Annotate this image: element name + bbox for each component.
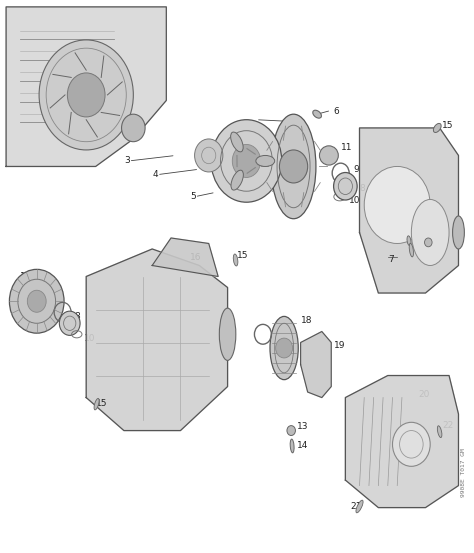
Text: 16: 16	[190, 253, 201, 262]
Text: 14: 14	[297, 441, 309, 451]
Circle shape	[287, 426, 295, 436]
Ellipse shape	[356, 500, 363, 513]
Text: 7: 7	[388, 255, 393, 264]
Circle shape	[425, 238, 432, 247]
Polygon shape	[359, 128, 458, 293]
Polygon shape	[346, 375, 458, 508]
Polygon shape	[86, 249, 228, 431]
Text: 5: 5	[190, 192, 196, 201]
Ellipse shape	[313, 110, 321, 118]
Polygon shape	[6, 7, 166, 166]
Ellipse shape	[453, 216, 465, 249]
Text: 13: 13	[416, 236, 428, 245]
Polygon shape	[301, 331, 331, 398]
Text: 8: 8	[74, 312, 80, 321]
Ellipse shape	[290, 439, 294, 453]
Circle shape	[59, 311, 80, 335]
Ellipse shape	[411, 200, 449, 265]
Text: 1: 1	[289, 117, 294, 126]
Ellipse shape	[231, 132, 243, 152]
Circle shape	[211, 119, 282, 202]
Ellipse shape	[319, 146, 338, 165]
Circle shape	[279, 150, 308, 183]
Ellipse shape	[271, 114, 316, 219]
Circle shape	[9, 269, 64, 333]
Ellipse shape	[219, 308, 236, 361]
Text: 15: 15	[237, 251, 248, 260]
Circle shape	[195, 139, 223, 172]
Text: 14: 14	[415, 246, 427, 255]
Ellipse shape	[94, 398, 99, 410]
Polygon shape	[152, 238, 218, 276]
Text: 10: 10	[84, 333, 95, 343]
Circle shape	[39, 40, 133, 150]
Ellipse shape	[409, 243, 413, 257]
Text: 9: 9	[48, 297, 54, 306]
Circle shape	[276, 338, 292, 358]
Text: 9908E T017 GM: 9908E T017 GM	[461, 448, 465, 497]
Circle shape	[27, 290, 46, 312]
Text: 10: 10	[349, 196, 361, 205]
Circle shape	[67, 73, 105, 117]
Circle shape	[232, 144, 261, 178]
Text: 8: 8	[359, 184, 365, 193]
Text: 12: 12	[433, 236, 444, 245]
Text: 20: 20	[419, 390, 430, 399]
Text: 17: 17	[20, 272, 32, 281]
Text: 15: 15	[442, 121, 454, 130]
Text: 15: 15	[96, 399, 107, 408]
Text: 19: 19	[334, 341, 345, 350]
Text: 13: 13	[297, 421, 309, 431]
Circle shape	[364, 166, 430, 243]
Text: 18: 18	[301, 316, 312, 325]
Ellipse shape	[231, 170, 243, 190]
Text: 3: 3	[124, 156, 130, 165]
Text: 9: 9	[354, 165, 360, 174]
Circle shape	[392, 422, 430, 466]
Text: 4: 4	[152, 170, 158, 179]
Text: 6: 6	[334, 107, 339, 116]
Text: 12: 12	[277, 330, 288, 339]
Ellipse shape	[438, 426, 442, 437]
Ellipse shape	[256, 155, 275, 166]
Text: 22: 22	[442, 421, 453, 430]
Text: 21: 21	[350, 502, 362, 511]
Circle shape	[334, 173, 357, 200]
Ellipse shape	[407, 236, 411, 246]
Ellipse shape	[270, 316, 298, 380]
Ellipse shape	[433, 123, 441, 133]
Ellipse shape	[233, 254, 238, 266]
Text: 2: 2	[284, 132, 290, 140]
Text: 11: 11	[341, 143, 352, 152]
Circle shape	[121, 114, 145, 142]
Text: 15: 15	[397, 228, 409, 237]
